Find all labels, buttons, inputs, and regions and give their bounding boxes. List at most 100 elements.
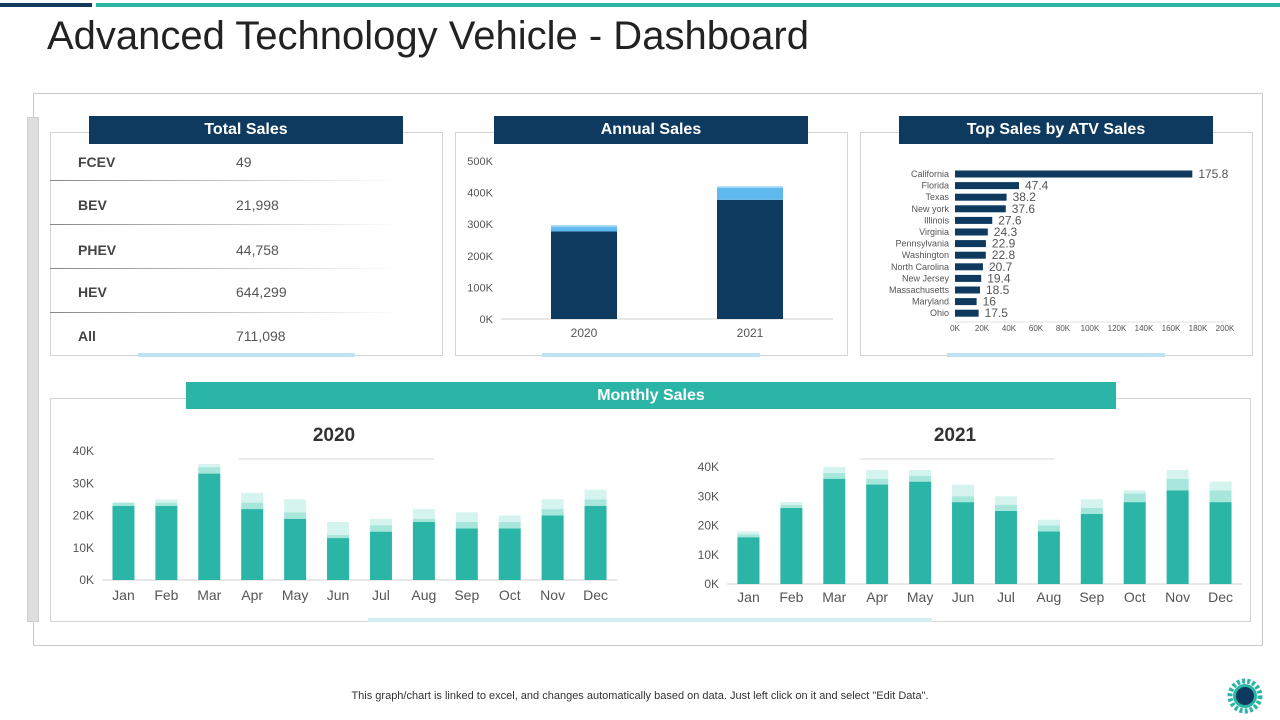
bar-segment [112, 502, 135, 506]
bar-segment [823, 478, 846, 584]
y-tick-label: 10K [698, 548, 719, 562]
bar-segment [412, 521, 435, 580]
bar-segment [327, 521, 350, 535]
x-tick-label: 100K [1081, 324, 1100, 333]
bar-segment [241, 509, 264, 580]
x-tick-label: 20K [975, 324, 990, 333]
y-tick-label: 200K [467, 251, 493, 263]
bar-segment [498, 521, 521, 529]
x-tick-label: Oct [1124, 589, 1146, 605]
x-tick-label: Nov [1165, 589, 1190, 605]
bar-segment [1209, 490, 1232, 503]
bar [955, 240, 986, 248]
row-value: 49 [236, 154, 252, 170]
top-accent-bar-teal [96, 3, 1280, 7]
y-tick-label: 0K [704, 577, 719, 591]
gear-icon[interactable] [1227, 678, 1263, 714]
bar-segment [909, 469, 932, 476]
annual-sales-chart: 0K 100K 200K 300K 400K 500K 2020 2021 [467, 156, 833, 340]
row-value: 21,998 [236, 197, 279, 213]
x-tick-label: 120K [1108, 324, 1127, 333]
x-tick-label: Jun [327, 587, 350, 603]
row-divider [50, 312, 400, 313]
x-tick-label: 0K [950, 324, 960, 333]
bar-segment [1166, 478, 1189, 491]
top-sales-header: Top Sales by ATV Sales [899, 116, 1213, 144]
category-label: New york [911, 204, 949, 214]
monthly-sales-2021-chart: 0K 10K 20K 30K 40K Jan Feb Mar Apr May Jun Jul Aug Se… [698, 425, 1242, 605]
bar [955, 228, 988, 236]
x-tick-label: 80K [1056, 324, 1071, 333]
y-tick-label: 30K [698, 489, 719, 503]
bar-segment [369, 525, 392, 532]
y-tick-label: 30K [73, 476, 94, 490]
card-underline [542, 353, 760, 357]
card-underline [138, 353, 355, 357]
bar-segment [866, 484, 889, 584]
bar-segment [455, 528, 478, 580]
x-tick-label: Dec [583, 587, 608, 603]
data-label: 16 [983, 295, 997, 309]
bar-segment [541, 515, 564, 580]
data-label: 17.5 [985, 306, 1009, 320]
bar-segment [327, 534, 350, 539]
data-label: 19.4 [987, 271, 1011, 285]
top-sales-chart: California 175.8 Florida 47.4 Texas 38.2 New y… [889, 167, 1235, 333]
bar-segment [1037, 531, 1060, 584]
row-value: 44,758 [236, 242, 279, 258]
x-tick-label: May [282, 587, 308, 603]
vertical-scrollbar[interactable] [27, 117, 39, 622]
x-tick-label: Oct [499, 587, 521, 603]
x-tick-label: 160K [1162, 324, 1181, 333]
bar [955, 170, 1193, 178]
top-sales-card [860, 132, 1253, 356]
monthly-sales-header: Monthly Sales [186, 382, 1116, 409]
x-tick-label: Dec [1208, 589, 1233, 605]
x-tick-label: Mar [822, 589, 846, 605]
bar-segment [1166, 469, 1189, 479]
bar-segment [498, 528, 521, 580]
card-underline [947, 353, 1165, 357]
bar-segment [198, 463, 221, 468]
category-label: Washington [902, 250, 949, 260]
x-tick-label: Mar [197, 587, 221, 603]
category-label: Virginia [919, 227, 949, 237]
bar-segment [1080, 513, 1103, 584]
x-tick-label: 60K [1029, 324, 1044, 333]
category-label: Florida [921, 181, 949, 191]
row-divider [50, 268, 400, 269]
data-label: 27.6 [998, 213, 1022, 227]
bar-segment [1080, 499, 1103, 508]
card-underline [368, 618, 932, 622]
bar-segment [498, 515, 521, 522]
bar [955, 263, 983, 271]
bar [955, 309, 979, 317]
annual-sales-header: Annual Sales [494, 116, 808, 144]
bar-segment [717, 186, 783, 188]
bar-segment [198, 467, 221, 474]
bar-segment [866, 478, 889, 485]
x-tick-label: Jun [952, 589, 975, 605]
row-label: All [78, 328, 96, 344]
row-value: 711,098 [236, 328, 286, 344]
data-label: 22.8 [992, 248, 1016, 262]
bar-segment [584, 499, 607, 506]
bar [955, 274, 982, 282]
category-label: Texas [925, 192, 949, 202]
data-label: 24.3 [994, 225, 1018, 239]
x-tick-label: Feb [779, 589, 803, 605]
bar-segment [551, 225, 617, 228]
row-value: 644,299 [236, 284, 287, 300]
bar [955, 182, 1019, 190]
bar-segment [780, 502, 803, 506]
bar-segment [551, 227, 617, 232]
x-tick-label: Jan [112, 587, 135, 603]
bar-segment [1123, 490, 1146, 494]
bar-segment [112, 505, 135, 580]
x-tick-label: Apr [241, 587, 263, 603]
bar-segment [994, 496, 1017, 506]
bar-segment [241, 492, 264, 503]
bar [955, 286, 980, 294]
bar-segment [909, 475, 932, 482]
bar-segment [369, 531, 392, 580]
